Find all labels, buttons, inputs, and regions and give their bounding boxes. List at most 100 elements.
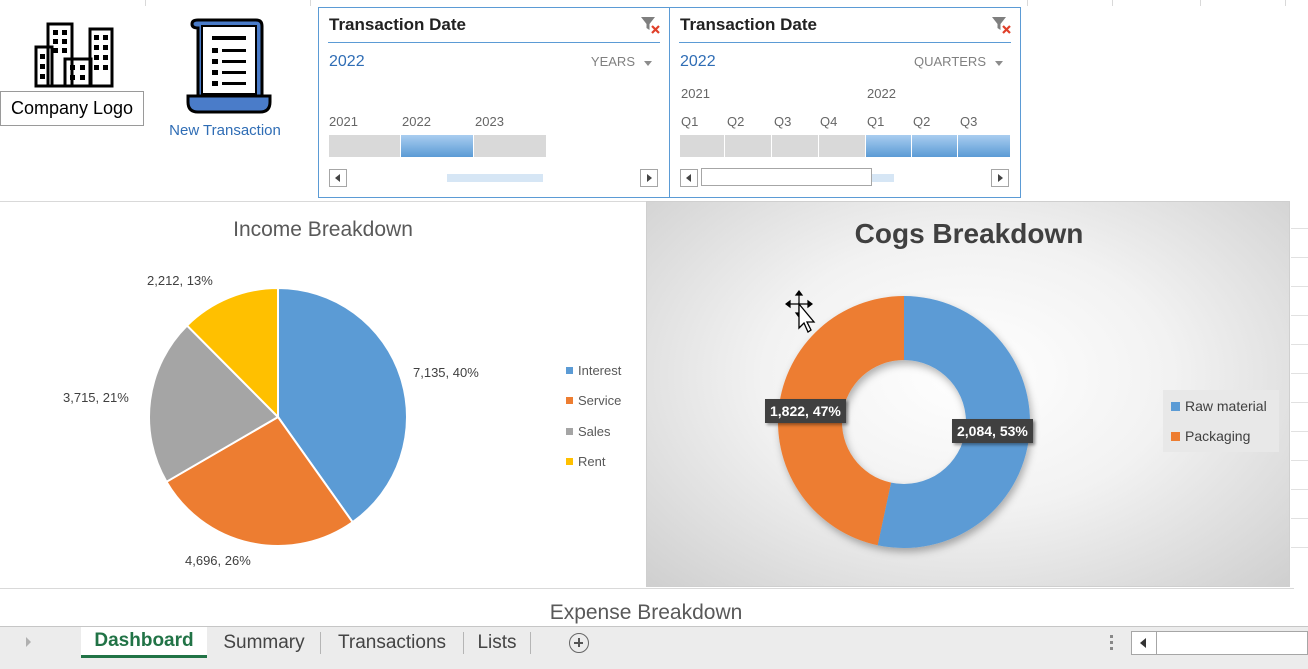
legend-swatch [1171, 431, 1180, 441]
legend-swatch [1171, 401, 1180, 411]
grid-line [1112, 0, 1113, 6]
expense-chart-title: Expense Breakdown [549, 601, 743, 624]
transaction-date-slicer-years[interactable]: Transaction Date 2022 YEARS 2021 2022 20… [318, 7, 670, 198]
timeline-year-label: 2022 [867, 86, 896, 101]
legend-swatch [566, 397, 573, 404]
income-chart-title: Income Breakdown [233, 218, 413, 241]
more-options-icon[interactable] [1110, 635, 1113, 651]
chevron-down-icon[interactable] [995, 61, 1003, 66]
grid-edge [1291, 201, 1308, 591]
timeline-tick: Q3 [960, 114, 978, 129]
transaction-date-slicer-quarters[interactable]: Transaction Date 2022 QUARTERS 2021 2022… [669, 7, 1021, 198]
tab-dashboard[interactable]: Dashboard [81, 627, 207, 658]
timeline-period-q1-2022-selected[interactable] [866, 135, 911, 157]
grid-line [310, 0, 311, 6]
cogs-chart-title: Cogs Breakdown [854, 218, 1084, 249]
scroll-right-button[interactable] [991, 169, 1009, 187]
timeline-tick: Q1 [867, 114, 885, 129]
donut-slice-raw-material[interactable] [877, 296, 1030, 548]
timeline-scrollbar-thumb[interactable] [701, 168, 872, 186]
legend-item-packaging: Packaging [1171, 428, 1250, 444]
tab-label: Dashboard [94, 630, 194, 651]
grid-line [1027, 0, 1028, 6]
data-label-sales: 3,715, 21% [63, 390, 129, 405]
timeline-tick: 2022 [402, 114, 431, 129]
new-transaction-label[interactable]: New Transaction [169, 122, 281, 139]
timeline-period-q4-2021[interactable] [819, 135, 865, 157]
legend-item-rent: Rent [566, 454, 605, 469]
data-label-raw-material: 2,084, 53% [952, 419, 1033, 443]
timeline-tick: Q2 [727, 114, 745, 129]
move-cursor-icon [785, 290, 816, 333]
pie-slice-service[interactable] [165, 415, 355, 547]
income-breakdown-chart[interactable] [0, 201, 646, 587]
cogs-legend: Raw material Packaging [1163, 390, 1279, 452]
legend-label: Service [578, 393, 622, 408]
grid-line [1285, 0, 1286, 6]
slicer-title: Transaction Date [329, 15, 466, 34]
legend-swatch [566, 428, 573, 435]
scroll-right-button[interactable] [640, 169, 658, 187]
timeline-scrollbar[interactable] [447, 174, 543, 182]
timeline-tick: 2023 [475, 114, 504, 129]
timeline-period-2022-selected[interactable] [401, 135, 473, 157]
tab-divider [320, 632, 321, 654]
data-label-rent: 2,212, 13% [147, 273, 213, 288]
scroll-left-button[interactable] [680, 169, 698, 187]
legend-label: Raw material [1185, 398, 1267, 414]
timeline-period-q1-2021[interactable] [680, 135, 724, 157]
legend-label: Rent [578, 454, 606, 469]
scroll-left-button[interactable] [1132, 632, 1157, 654]
time-level-dropdown[interactable]: YEARS [590, 54, 635, 69]
receipt-icon[interactable] [184, 16, 274, 116]
data-label-interest: 7,135, 40% [413, 365, 479, 380]
timeline-year-label: 2021 [681, 86, 710, 101]
timeline-period-q3-2022-selected[interactable] [958, 135, 1010, 157]
scroll-left-button[interactable] [329, 169, 347, 187]
cogs-breakdown-chart[interactable]: Cogs Breakdown 1,822, 47% 2,084, 53% Raw… [646, 201, 1290, 587]
timeline-period-q2-2021[interactable] [725, 135, 771, 157]
timeline-period-2023[interactable] [474, 135, 546, 157]
timeline-tick: Q1 [681, 114, 699, 129]
chevron-down-icon[interactable] [644, 61, 652, 66]
legend-label: Interest [578, 363, 622, 378]
pie-slice-interest[interactable] [277, 286, 408, 524]
tab-label: Transactions [337, 631, 447, 653]
tab-scroll-arrow-icon[interactable] [26, 637, 31, 647]
pie-slice-rent[interactable] [185, 286, 279, 420]
slicer-separator [328, 42, 660, 43]
data-label-packaging: 1,822, 47% [765, 399, 846, 423]
tab-summary[interactable]: Summary [208, 627, 320, 658]
slicer-selected-period: 2022 [329, 53, 365, 70]
timeline-scrollbar[interactable] [872, 174, 894, 182]
tab-label: Summary [223, 631, 305, 653]
timeline-period-2021[interactable] [329, 135, 400, 157]
tab-divider [530, 632, 531, 654]
horizontal-scrollbar[interactable] [1131, 631, 1308, 655]
add-sheet-icon[interactable] [569, 633, 589, 653]
income-pie[interactable] [148, 286, 408, 547]
clear-filter-icon[interactable] [990, 14, 1012, 36]
divider [0, 201, 646, 202]
sheet-tab-bar: Dashboard Summary Transactions Lists [0, 626, 1308, 669]
tab-divider [463, 632, 464, 654]
legend-swatch [566, 458, 573, 465]
legend-swatch [566, 367, 573, 374]
company-logo-box[interactable]: Company Logo [0, 91, 144, 126]
legend-item-sales: Sales [566, 424, 611, 439]
timeline-tick: Q3 [774, 114, 792, 129]
timeline-period-q3-2021[interactable] [772, 135, 818, 157]
legend-label: Sales [578, 424, 611, 439]
timeline-period-q2-2022-selected[interactable] [912, 135, 957, 157]
tab-lists[interactable]: Lists [464, 627, 530, 658]
legend-item-interest: Interest [566, 363, 621, 378]
tab-transactions[interactable]: Transactions [321, 627, 463, 658]
slicer-title: Transaction Date [680, 15, 817, 34]
pie-slice-sales[interactable] [148, 324, 280, 484]
building-icon[interactable] [33, 19, 115, 89]
clear-filter-icon[interactable] [639, 14, 661, 36]
expense-breakdown-chart[interactable] [0, 588, 1294, 629]
time-level-dropdown[interactable]: QUARTERS [914, 54, 986, 69]
legend-item-raw-material: Raw material [1171, 398, 1267, 414]
slicer-separator [679, 42, 1011, 43]
